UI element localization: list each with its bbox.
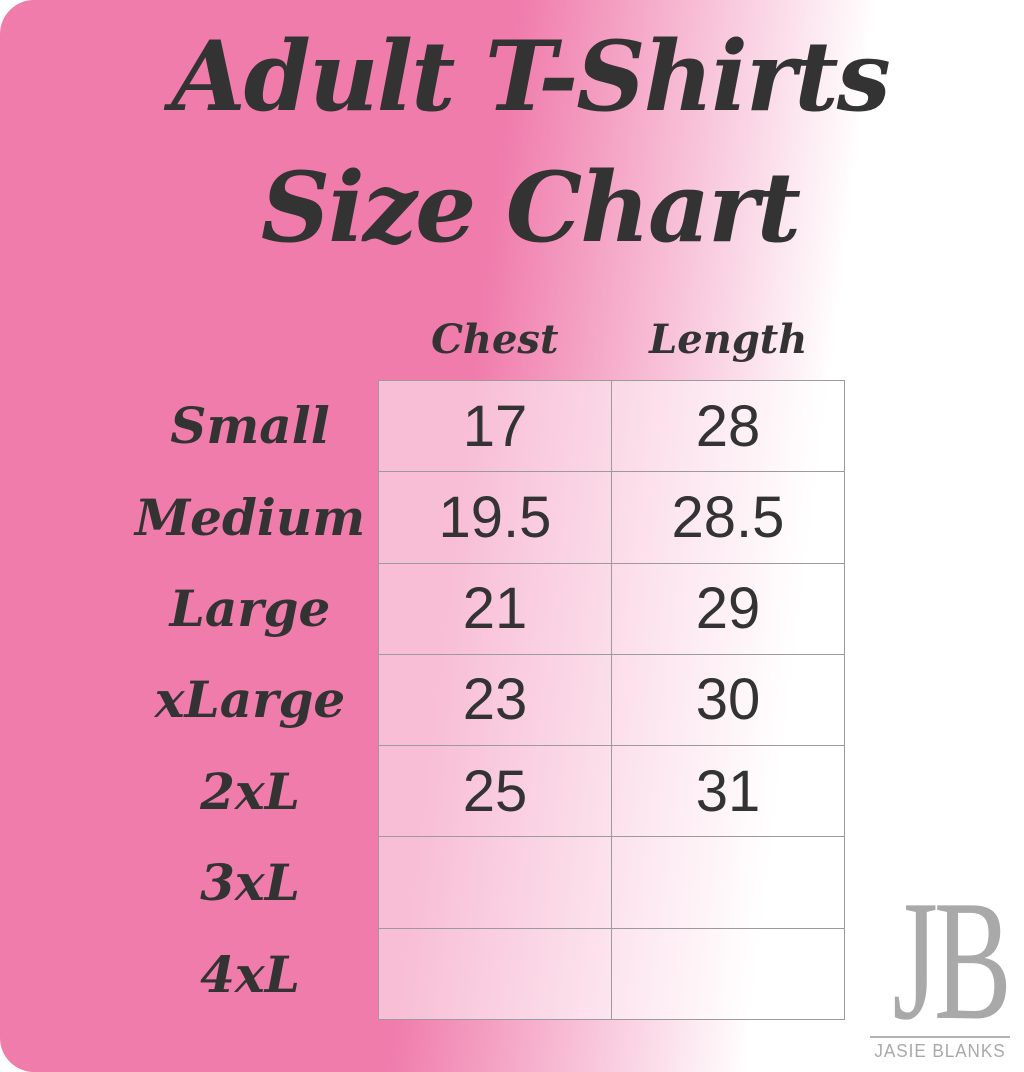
page-title: Adult T-Shirts Size Chart bbox=[30, 12, 1024, 273]
length-cell: 31 bbox=[612, 746, 844, 837]
column-header-length: Length bbox=[649, 316, 808, 363]
chest-cell: 19.5 bbox=[379, 472, 612, 563]
size-label-2xl: 2xL bbox=[200, 761, 300, 821]
chest-cell: 21 bbox=[379, 563, 612, 654]
length-cell: 30 bbox=[612, 654, 844, 746]
column-header-chest: Chest bbox=[431, 316, 559, 363]
logo-name: JASIE BLANKS bbox=[874, 1041, 1006, 1061]
chest-cell: 17 bbox=[379, 381, 612, 472]
table-row bbox=[379, 928, 844, 1019]
logo-monogram: JB bbox=[892, 865, 1011, 1056]
length-cell: 29 bbox=[612, 563, 844, 654]
size-label-4xl: 4xL bbox=[200, 944, 300, 1004]
logo-divider bbox=[870, 1036, 1010, 1038]
chest-cell bbox=[379, 928, 612, 1019]
size-label-large: Large bbox=[169, 579, 331, 639]
table-row: 25 31 bbox=[379, 746, 844, 838]
chest-cell: 25 bbox=[379, 746, 612, 837]
size-label-medium: Medium bbox=[134, 487, 366, 547]
size-label-xlarge: xLarge bbox=[154, 670, 346, 730]
length-cell: 28.5 bbox=[612, 472, 844, 563]
page-title-line2: Size Chart bbox=[260, 150, 801, 264]
chest-cell bbox=[379, 837, 612, 928]
size-table: 17 28 19.5 28.5 21 29 23 30 25 31 bbox=[378, 380, 845, 1020]
table-row: 19.5 28.5 bbox=[379, 472, 844, 564]
table-row bbox=[379, 837, 844, 929]
column-headers: Chest Length bbox=[378, 316, 845, 363]
size-label-small: Small bbox=[170, 396, 330, 456]
length-cell: 28 bbox=[612, 381, 844, 472]
table-row: 21 29 bbox=[379, 563, 844, 655]
jasie-blanks-logo: JB JASIE BLANKS bbox=[870, 865, 1012, 1062]
table-row: 17 28 bbox=[379, 381, 844, 473]
size-label-3xl: 3xL bbox=[200, 853, 300, 913]
chest-cell: 23 bbox=[379, 654, 612, 746]
table-row: 23 30 bbox=[379, 654, 844, 747]
length-cell bbox=[612, 837, 844, 928]
length-cell bbox=[612, 928, 844, 1019]
page-title-line1: Adult T-Shirts bbox=[171, 20, 891, 133]
size-label-column: Small Medium Large xLarge 2xL 3xL 4xL bbox=[70, 380, 430, 1020]
